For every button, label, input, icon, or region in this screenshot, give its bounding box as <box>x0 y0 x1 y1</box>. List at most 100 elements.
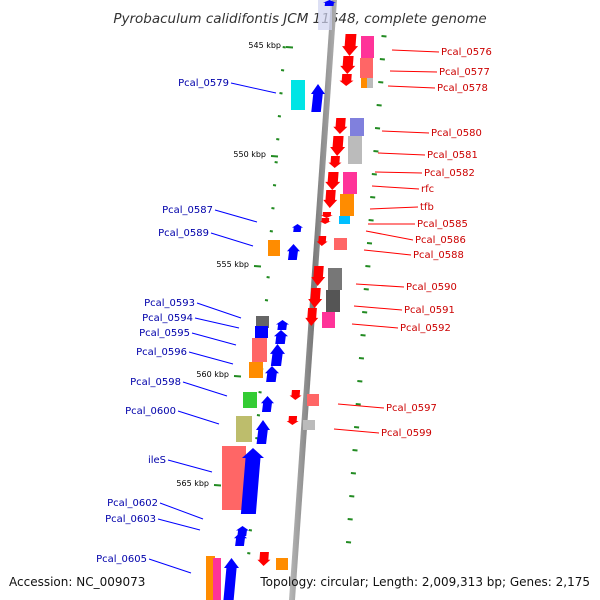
reverse-gene-arrow <box>240 448 264 514</box>
reverse-gene-label: Pcal_0587 <box>162 205 213 216</box>
forward-gene-label: Pcal_0580 <box>431 128 482 139</box>
gene-bar <box>361 36 374 58</box>
tick-left <box>248 529 253 532</box>
tick-left <box>271 207 275 210</box>
forward-leader-line <box>337 403 385 409</box>
forward-gene-arrow <box>328 156 342 168</box>
reverse-leader-line <box>188 351 234 365</box>
forward-gene-label: Pcal_0582 <box>424 168 475 179</box>
gene-bar <box>348 136 362 164</box>
forward-gene-arrow <box>320 212 333 218</box>
map-title: Pyrobaculum calidifontis JCM 11548, comp… <box>113 11 486 27</box>
forward-gene-arrow <box>319 218 331 224</box>
forward-gene-label: rfc <box>421 184 434 195</box>
gene-bar <box>340 194 354 216</box>
scale-labels: 545 kbp 550 kbp 555 kbp 560 kbp 565 kbp <box>176 41 294 488</box>
forward-gene-label: Pcal_0590 <box>406 282 457 293</box>
forward-gene-label: Pcal_0578 <box>437 83 488 94</box>
reverse-gene-arrow <box>265 366 279 382</box>
scale-tick <box>253 265 262 268</box>
reverse-gene-label: Pcal_0595 <box>139 328 190 339</box>
accession-text: Accession: NC_009073 <box>9 575 145 589</box>
scale-label: 545 kbp <box>248 41 281 50</box>
forward-gene-arrow <box>339 74 354 86</box>
reverse-gene-label: Pcal_0579 <box>178 78 229 89</box>
tick-right <box>378 81 384 84</box>
gene-bar <box>276 558 288 570</box>
forward-leader-line <box>389 70 438 73</box>
reverse-gene-arrow <box>234 532 247 546</box>
gene-arrows <box>223 0 359 600</box>
reverse-gene-arrow <box>270 344 285 366</box>
gene-bar <box>307 394 319 406</box>
forward-gene-arrow <box>342 34 359 56</box>
reverse-gene-arrow <box>223 558 239 600</box>
gene-bar <box>255 326 268 338</box>
forward-leader-line <box>351 323 399 329</box>
forward-gene-label: Pcal_0581 <box>427 150 478 161</box>
tick-right <box>363 288 369 291</box>
reverse-leader-line <box>148 558 192 574</box>
tick-right <box>368 219 374 222</box>
gene-bars <box>206 36 374 600</box>
reverse-leader-line <box>159 502 204 520</box>
tick-left <box>258 391 262 394</box>
scale-label: 550 kbp <box>233 150 266 159</box>
gene-labels: Pcal_0576 Pcal_0577 Pcal_0578 Pcal_0580 Pcal… <box>96 47 492 565</box>
reverse-gene-label: Pcal_0598 <box>130 377 181 388</box>
tick-right <box>362 311 368 314</box>
scale-label: 565 kbp <box>176 479 209 488</box>
gene-bar <box>252 338 267 362</box>
tick-right <box>352 449 358 452</box>
tick-right <box>379 58 385 61</box>
reverse-gene-arrow <box>274 330 288 344</box>
forward-gene-label: Pcal_0597 <box>386 403 437 414</box>
reverse-gene-label: Pcal_0596 <box>136 347 187 358</box>
tick-left <box>277 115 282 118</box>
reverse-leader-line <box>210 232 254 247</box>
tick-left <box>266 276 270 279</box>
forward-gene-label: Pcal_0588 <box>413 250 464 261</box>
forward-gene-arrow <box>330 136 346 156</box>
forward-gene-arrow <box>323 190 338 208</box>
gene-bar <box>350 118 364 136</box>
tick-right <box>355 403 361 406</box>
forward-leader-line <box>374 171 423 174</box>
gene-bar <box>339 216 350 224</box>
gene-bar <box>326 290 340 312</box>
scale-tick <box>270 155 279 158</box>
forward-leader-line <box>381 130 430 134</box>
gene-bar <box>328 268 342 290</box>
tick-right <box>360 334 366 337</box>
tick-left <box>282 46 286 49</box>
gene-bar <box>291 80 305 110</box>
reverse-gene-arrow <box>276 320 289 330</box>
reverse-leader-line <box>194 317 240 329</box>
tick-right <box>370 196 376 199</box>
tick-right <box>345 541 352 544</box>
gene-bar <box>249 362 263 378</box>
reverse-gene-arrow <box>311 84 325 112</box>
gene-bar <box>361 78 368 88</box>
backbone-cap <box>318 0 332 30</box>
reverse-gene-label: Pcal_0589 <box>158 228 209 239</box>
forward-gene-label: Pcal_0576 <box>441 47 492 58</box>
gene-bar <box>343 172 357 194</box>
forward-gene-arrow <box>325 172 341 190</box>
tick-right <box>371 173 377 176</box>
forward-leader-line <box>371 185 420 190</box>
tick-right <box>365 265 371 268</box>
forward-leader-line <box>391 49 440 53</box>
reverse-leader-line <box>182 381 228 397</box>
forward-leader-line <box>353 305 403 311</box>
tick-left <box>256 414 261 417</box>
gene-bar <box>243 392 257 408</box>
reverse-leader-line <box>191 332 237 346</box>
forward-gene-arrow <box>333 118 348 134</box>
reverse-gene-arrow <box>323 0 336 6</box>
tick-right <box>347 518 353 521</box>
tick-right <box>358 357 365 360</box>
tick-right <box>366 242 373 245</box>
tick-marks <box>247 35 387 555</box>
